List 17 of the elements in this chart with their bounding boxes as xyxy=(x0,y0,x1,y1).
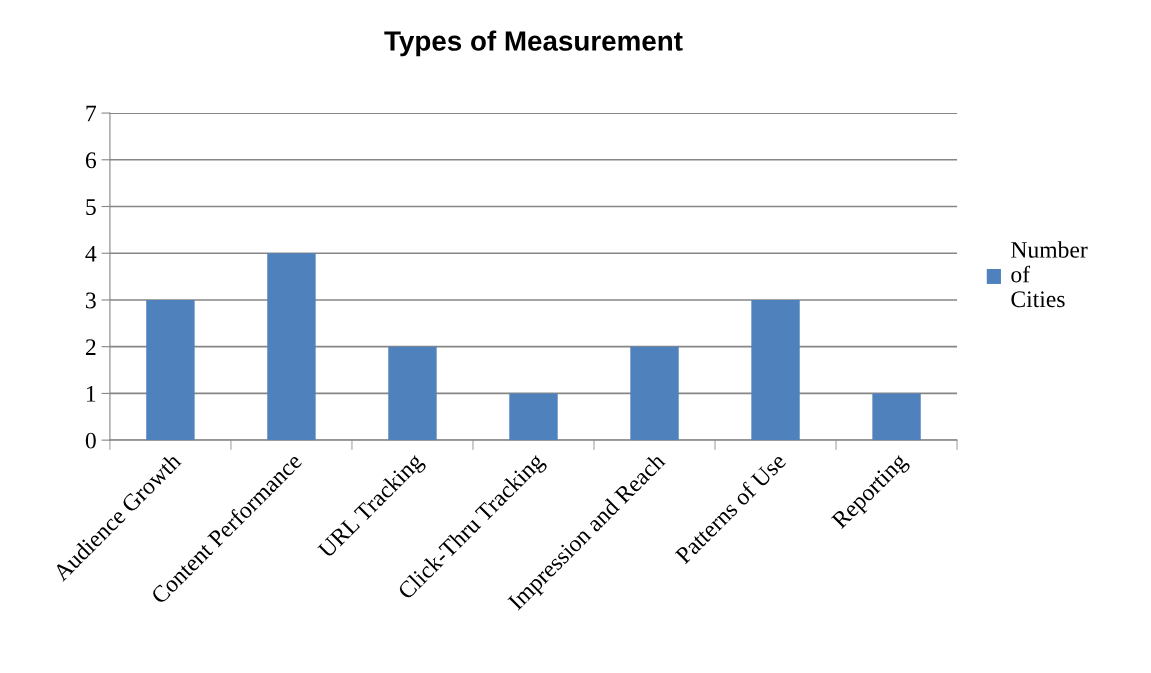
y-tick-label: 2 xyxy=(85,339,96,355)
bar xyxy=(509,393,558,441)
chart-title: Types of Measurement xyxy=(384,30,683,57)
y-tick-label: 0 xyxy=(85,432,96,449)
bar xyxy=(872,393,921,441)
y-tick-label: 1 xyxy=(87,386,96,402)
y-tick-label: 3 xyxy=(86,292,96,309)
y-tick-label: 4 xyxy=(85,245,97,262)
bar xyxy=(751,299,800,441)
y-tick-label: 6 xyxy=(85,152,97,169)
bar xyxy=(630,346,679,441)
y-tick-label: 7 xyxy=(86,105,97,122)
legend-label: Number of Cities xyxy=(1011,241,1088,308)
y-tick-label: 5 xyxy=(86,199,96,215)
bar xyxy=(146,299,195,441)
bar xyxy=(267,253,316,441)
bar xyxy=(388,346,437,441)
